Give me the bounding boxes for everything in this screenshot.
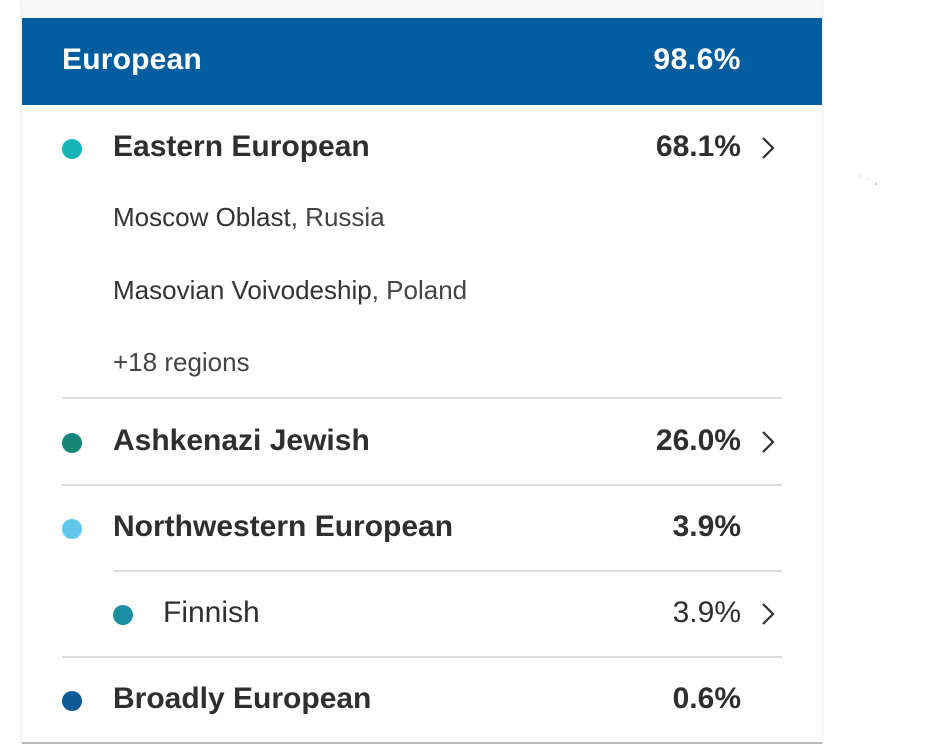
- region-masovian: Masovian Voivodeship, Poland: [113, 275, 468, 305]
- ashkenazi-jewish-dot-icon: [62, 433, 82, 453]
- chevron-right-icon[interactable]: [758, 427, 778, 457]
- chevron-right-icon[interactable]: [758, 133, 778, 163]
- header-percentage: 98.6%: [653, 43, 741, 76]
- row-percentage: 3.9%: [672, 596, 741, 629]
- row-label: Northwestern European: [113, 510, 454, 543]
- broadly-european-dot-icon: [62, 691, 82, 711]
- background-specks: [860, 175, 878, 186]
- ancestry-composition-card: European 98.6% Eastern European 68.1% Mo…: [22, 0, 822, 744]
- more-regions-link[interactable]: +18 regions: [113, 347, 250, 377]
- northwestern-european-dot-icon: [62, 519, 82, 539]
- divider: [62, 397, 782, 399]
- row-label: Ashkenazi Jewish: [113, 424, 370, 457]
- divider: [62, 656, 782, 658]
- divider: [62, 484, 782, 486]
- row-percentage: 3.9%: [672, 510, 741, 543]
- row-percentage: 0.6%: [672, 682, 741, 715]
- european-header: European 98.6%: [22, 18, 822, 105]
- region-moscow: Moscow Oblast, Russia: [113, 202, 385, 232]
- finnish-dot-icon: [113, 605, 133, 625]
- row-percentage: 26.0%: [655, 424, 741, 457]
- row-label: Broadly European: [113, 682, 372, 715]
- eastern-european-dot-icon: [62, 139, 82, 159]
- row-eastern-european[interactable]: Eastern European 68.1%: [22, 130, 822, 170]
- row-label: Finnish: [163, 596, 260, 629]
- row-percentage: 68.1%: [655, 130, 741, 163]
- divider: [113, 570, 782, 572]
- chevron-right-icon[interactable]: [758, 599, 778, 629]
- row-broadly-european[interactable]: Broadly European 0.6%: [22, 682, 822, 722]
- row-label: Eastern European: [113, 130, 370, 163]
- row-ashkenazi-jewish[interactable]: Ashkenazi Jewish 26.0%: [22, 424, 822, 464]
- row-finnish[interactable]: Finnish 3.9%: [22, 596, 822, 636]
- header-title: European: [62, 43, 202, 76]
- card-top-strip: [22, 0, 822, 18]
- row-northwestern-european[interactable]: Northwestern European 3.9%: [22, 510, 822, 550]
